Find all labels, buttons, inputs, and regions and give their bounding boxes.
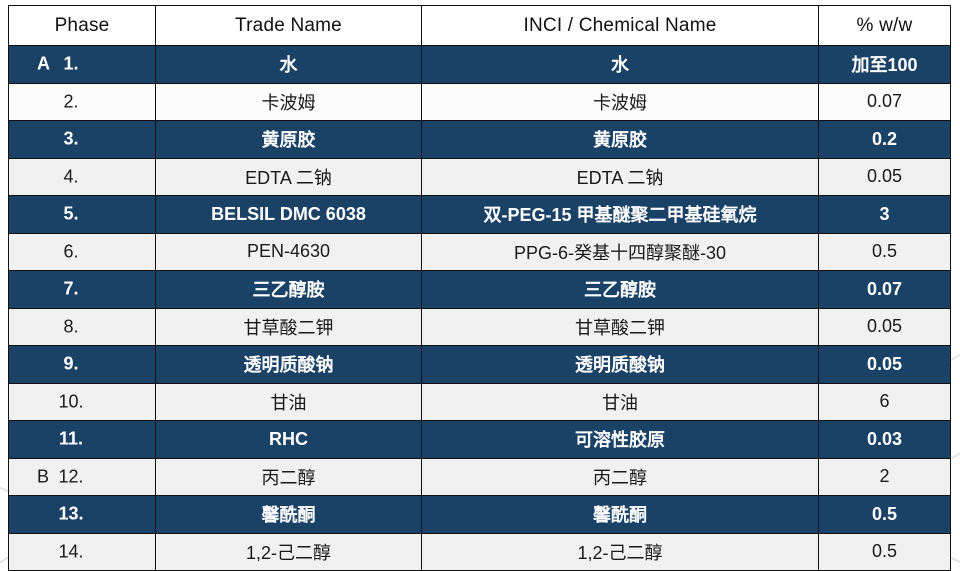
cell-percent-ww: 0.05 xyxy=(818,307,951,346)
cell-percent-ww: 0.5 xyxy=(818,495,951,534)
cell-trade-name: EDTA 二钠 xyxy=(155,157,422,196)
cell-trade-name: 1,2-己二醇 xyxy=(155,532,422,571)
phase-index: 5. xyxy=(63,203,79,224)
table-row[interactable]: 2. 卡波姆 卡波姆 0.07 xyxy=(8,82,951,121)
phase-index: 4. xyxy=(63,166,79,187)
cell-trade-name: RHC xyxy=(155,420,422,459)
phase-index: 11. xyxy=(58,428,84,449)
cell-trade-name: 黄原胶 xyxy=(155,120,422,159)
cell-phase: 10. xyxy=(8,382,156,421)
cell-inci-name: 馨酰酮 xyxy=(421,495,819,534)
cell-trade-name: PEN-4630 xyxy=(155,232,422,271)
cell-percent-ww: 0.07 xyxy=(818,82,951,121)
cell-percent-ww: 6 xyxy=(818,382,951,421)
cell-percent-ww: 0.5 xyxy=(818,232,951,271)
header-row: Phase Trade Name INCI / Chemical Name % … xyxy=(8,5,951,46)
phase-index: 7. xyxy=(63,278,79,299)
column-header-trade-name: Trade Name xyxy=(155,5,422,46)
table-row[interactable]: 9. 透明质酸钠 透明质酸钠 0.05 xyxy=(8,345,951,384)
cell-phase: B 12. xyxy=(8,457,156,496)
phase-index: 14. xyxy=(58,541,84,562)
table-row[interactable]: 5. BELSIL DMC 6038 双-PEG-15 甲基醚聚二甲基硅氧烷 3 xyxy=(8,195,951,234)
cell-inci-name: 水 xyxy=(421,45,819,84)
cell-inci-name: PPG-6-癸基十四醇聚醚-30 xyxy=(421,232,819,271)
cell-inci-name: 卡波姆 xyxy=(421,82,819,121)
phase-index: 12. xyxy=(58,466,84,487)
cell-phase: 6. xyxy=(8,232,156,271)
cell-inci-name: 三乙醇胺 xyxy=(421,270,819,309)
phase-index: 8. xyxy=(63,316,79,337)
cell-trade-name: BELSIL DMC 6038 xyxy=(155,195,422,234)
formulation-table: Phase Trade Name INCI / Chemical Name % … xyxy=(8,5,951,571)
cell-trade-name: 甘草酸二钾 xyxy=(155,307,422,346)
phase-index: 9. xyxy=(63,353,79,374)
phase-index: 3. xyxy=(63,128,79,149)
table-row[interactable]: B 12. 丙二醇 丙二醇 2 xyxy=(8,457,951,496)
cell-inci-name: 双-PEG-15 甲基醚聚二甲基硅氧烷 xyxy=(421,195,819,234)
cell-trade-name: 卡波姆 xyxy=(155,82,422,121)
column-header-inci-chemical-name: INCI / Chemical Name xyxy=(421,5,819,46)
cell-phase: 7. xyxy=(8,270,156,309)
table-row[interactable]: 6. PEN-4630 PPG-6-癸基十四醇聚醚-30 0.5 xyxy=(8,232,951,271)
table-row[interactable]: 10. 甘油 甘油 6 xyxy=(8,382,951,421)
cell-inci-name: EDTA 二钠 xyxy=(421,157,819,196)
cell-inci-name: 黄原胶 xyxy=(421,120,819,159)
cell-trade-name: 透明质酸钠 xyxy=(155,345,422,384)
cell-percent-ww: 2 xyxy=(818,457,951,496)
cell-percent-ww: 0.03 xyxy=(818,420,951,459)
cell-inci-name: 可溶性胶原 xyxy=(421,420,819,459)
cell-phase: 13. xyxy=(8,495,156,534)
cell-phase: 8. xyxy=(8,307,156,346)
cell-percent-ww: 3 xyxy=(818,195,951,234)
cell-phase: 2. xyxy=(8,82,156,121)
cell-phase: 5. xyxy=(8,195,156,234)
cell-percent-ww: 0.5 xyxy=(818,532,951,571)
table-row[interactable]: A 1. 水水加至100 xyxy=(8,45,951,84)
cell-inci-name: 甘草酸二钾 xyxy=(421,307,819,346)
table-header: Phase Trade Name INCI / Chemical Name % … xyxy=(8,5,951,46)
cell-percent-ww: 0.05 xyxy=(818,345,951,384)
formulation-table-container: Phase Trade Name INCI / Chemical Name % … xyxy=(8,5,951,571)
phase-index: 2. xyxy=(63,91,79,112)
cell-trade-name: 甘油 xyxy=(155,382,422,421)
cell-inci-name: 透明质酸钠 xyxy=(421,345,819,384)
phase-letter: A xyxy=(37,53,50,74)
table-body: A 1. 水水加至100 2. 卡波姆 卡波姆 0.07 3. 黄原胶 黄原胶 0.2 4. EDTA … xyxy=(8,45,951,571)
cell-inci-name: 甘油 xyxy=(421,382,819,421)
table-row[interactable]: 7. 三乙醇胺 三乙醇胺 0.07 xyxy=(8,270,951,309)
cell-percent-ww: 0.07 xyxy=(818,270,951,309)
column-header-percent-ww: % w/w xyxy=(818,5,951,46)
phase-index: 10. xyxy=(58,391,84,412)
table-row[interactable]: 13. 馨酰酮 馨酰酮 0.5 xyxy=(8,495,951,534)
table-row[interactable]: 3. 黄原胶 黄原胶 0.2 xyxy=(8,120,951,159)
cell-inci-name: 1,2-己二醇 xyxy=(421,532,819,571)
cell-percent-ww: 0.2 xyxy=(818,120,951,159)
cell-phase: 11. xyxy=(8,420,156,459)
cell-phase: 9. xyxy=(8,345,156,384)
cell-percent-ww: 加至100 xyxy=(818,45,951,84)
cell-trade-name: 三乙醇胺 xyxy=(155,270,422,309)
table-row[interactable]: 8. 甘草酸二钾 甘草酸二钾 0.05 xyxy=(8,307,951,346)
cell-phase: 4. xyxy=(8,157,156,196)
cell-percent-ww: 0.05 xyxy=(818,157,951,196)
table-row[interactable]: 14. 1,2-己二醇 1,2-己二醇 0.5 xyxy=(8,532,951,571)
cell-trade-name: 丙二醇 xyxy=(155,457,422,496)
column-header-phase: Phase xyxy=(8,5,156,46)
phase-index: 1. xyxy=(63,53,79,74)
cell-trade-name: 馨酰酮 xyxy=(155,495,422,534)
cell-phase: 3. xyxy=(8,120,156,159)
phase-index: 6. xyxy=(63,241,79,262)
cell-phase: A 1. xyxy=(8,45,156,84)
cell-trade-name: 水 xyxy=(155,45,422,84)
phase-index: 13. xyxy=(58,503,84,524)
table-row[interactable]: 11. RHC 可溶性胶原 0.03 xyxy=(8,420,951,459)
cell-phase: 14. xyxy=(8,532,156,571)
cell-inci-name: 丙二醇 xyxy=(421,457,819,496)
table-row[interactable]: 4. EDTA 二钠 EDTA 二钠 0.05 xyxy=(8,157,951,196)
